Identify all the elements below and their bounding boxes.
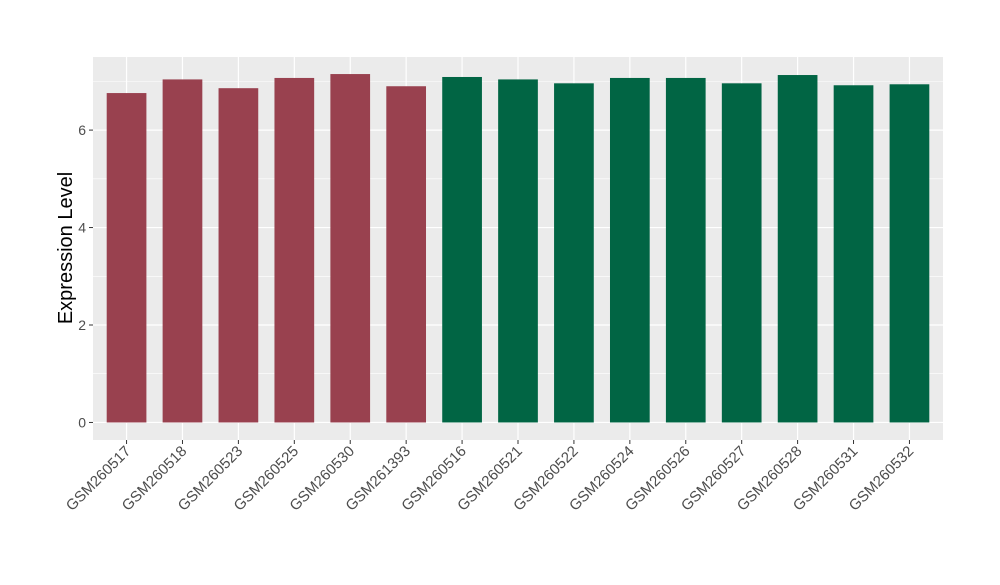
bar-GSM260522 [554, 83, 594, 423]
bar-GSM260530 [330, 74, 371, 423]
bar-GSM260526 [665, 77, 706, 423]
y-tick-label: 6 [78, 122, 86, 138]
y-tick-label: 2 [78, 317, 86, 333]
bar-GSM260517 [106, 93, 147, 423]
y-tick-label: 0 [78, 414, 86, 430]
bar-GSM260521 [498, 79, 538, 423]
x-axis: GSM260517GSM260518GSM260523GSM260525GSM2… [63, 440, 917, 514]
y-axis: 0 2 4 6 [78, 122, 93, 430]
bar-GSM261393 [386, 86, 427, 423]
bar-GSM260531 [833, 85, 874, 423]
bar-GSM260532 [889, 84, 930, 423]
bar-GSM260523 [218, 88, 259, 423]
bar-GSM260528 [777, 75, 818, 423]
y-tick-label: 4 [78, 220, 86, 236]
bar-GSM260518 [162, 79, 203, 423]
bars [106, 74, 930, 423]
y-axis-label: Expression Level [55, 172, 77, 324]
bar-GSM260525 [274, 77, 315, 423]
bar-GSM260516 [442, 76, 482, 423]
bar-GSM260527 [721, 83, 762, 423]
bar-GSM260524 [609, 77, 650, 423]
